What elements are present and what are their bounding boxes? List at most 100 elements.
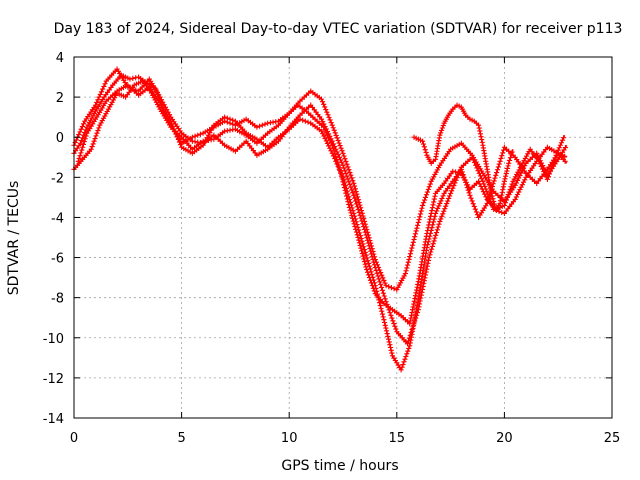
data-point bbox=[76, 131, 82, 138]
data-point bbox=[461, 174, 467, 180]
data-point bbox=[406, 256, 412, 262]
data-point bbox=[230, 117, 236, 123]
data-point bbox=[360, 253, 366, 259]
data-point bbox=[489, 193, 495, 199]
data-point bbox=[438, 198, 444, 204]
data-point bbox=[349, 205, 355, 211]
data-point bbox=[407, 318, 413, 324]
data-point bbox=[352, 198, 359, 204]
data-point bbox=[420, 141, 427, 147]
data-point bbox=[422, 272, 429, 278]
data-point bbox=[364, 235, 370, 241]
data-point bbox=[359, 250, 365, 257]
data-point bbox=[424, 189, 431, 195]
data-point bbox=[330, 125, 336, 131]
plot-frame bbox=[73, 56, 613, 419]
data-point bbox=[383, 283, 389, 289]
data-point bbox=[476, 125, 482, 131]
data-point bbox=[349, 175, 355, 181]
data-point bbox=[356, 199, 362, 206]
data-point bbox=[347, 199, 354, 205]
data-point bbox=[329, 150, 335, 156]
data-point bbox=[364, 255, 370, 261]
data-point bbox=[338, 145, 344, 151]
data-point bbox=[513, 194, 519, 200]
data-point bbox=[356, 230, 363, 236]
x-tick-label: 0 bbox=[70, 431, 78, 446]
data-point bbox=[354, 204, 360, 210]
data-point bbox=[498, 155, 504, 162]
data-point bbox=[332, 130, 338, 136]
data-point bbox=[476, 170, 482, 176]
data-point bbox=[473, 162, 479, 168]
data-point bbox=[465, 187, 471, 193]
data-point bbox=[432, 193, 438, 199]
data-point bbox=[488, 190, 495, 196]
data-point bbox=[78, 150, 84, 156]
data-point bbox=[94, 99, 100, 106]
data-point bbox=[379, 272, 385, 278]
data-point bbox=[333, 146, 339, 152]
series-track-5 bbox=[411, 102, 515, 213]
data-point bbox=[462, 177, 468, 183]
data-point bbox=[496, 161, 502, 167]
data-point bbox=[94, 130, 100, 136]
data-point bbox=[372, 264, 378, 271]
data-point bbox=[362, 261, 368, 267]
data-point bbox=[77, 140, 84, 146]
data-point bbox=[344, 161, 350, 167]
x-tick-label: 10 bbox=[281, 431, 298, 446]
data-point bbox=[330, 141, 337, 147]
data-point bbox=[439, 195, 445, 201]
data-point bbox=[427, 181, 433, 187]
data-point bbox=[72, 139, 78, 146]
data-point bbox=[345, 176, 351, 182]
data-point bbox=[351, 180, 357, 186]
data-point bbox=[388, 347, 394, 353]
data-point bbox=[490, 196, 496, 202]
data-point bbox=[389, 315, 395, 321]
axes: 0 5 10 15 20 25 -14 -12 -10 -8 -6 -4 -2 0 2 4 bbox=[43, 51, 621, 446]
data-point bbox=[363, 252, 369, 258]
data-point bbox=[413, 287, 420, 293]
data-point bbox=[332, 156, 338, 162]
data-point bbox=[411, 236, 417, 243]
data-point bbox=[359, 218, 365, 224]
data-point bbox=[173, 131, 179, 137]
data-point bbox=[382, 280, 388, 286]
data-point bbox=[387, 342, 393, 348]
data-point bbox=[403, 268, 409, 274]
data-point bbox=[386, 284, 392, 290]
data-point bbox=[443, 203, 449, 209]
data-point bbox=[329, 122, 335, 128]
data-point bbox=[89, 143, 95, 150]
data-point bbox=[327, 117, 333, 123]
data-point bbox=[339, 160, 345, 166]
data-point bbox=[484, 188, 490, 195]
data-point bbox=[369, 271, 375, 278]
data-point bbox=[326, 114, 332, 120]
data-point bbox=[371, 277, 377, 283]
data-point bbox=[360, 241, 366, 247]
data-point bbox=[353, 201, 360, 207]
data-point bbox=[378, 284, 385, 291]
data-point bbox=[556, 145, 562, 151]
data-point bbox=[471, 203, 477, 210]
data-point bbox=[367, 266, 373, 272]
data-point bbox=[478, 134, 484, 140]
data-point bbox=[562, 153, 568, 159]
data-point bbox=[383, 299, 389, 305]
data-point bbox=[470, 157, 476, 163]
data-point bbox=[334, 161, 340, 167]
data-point bbox=[381, 319, 388, 326]
data-point bbox=[506, 157, 513, 164]
data-point bbox=[433, 229, 440, 236]
data-point bbox=[373, 285, 379, 292]
data-point bbox=[430, 222, 436, 228]
data-point bbox=[420, 138, 426, 144]
data-point bbox=[354, 191, 360, 197]
data-point bbox=[379, 311, 386, 317]
y-tick-label: -4 bbox=[51, 211, 64, 226]
data-point bbox=[559, 137, 566, 143]
data-point bbox=[355, 206, 361, 213]
